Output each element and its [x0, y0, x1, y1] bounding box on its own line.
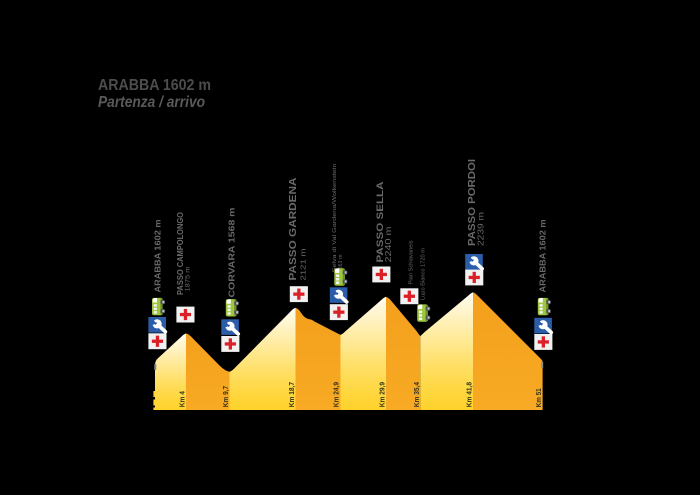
svg-text:Km 4: Km 4	[177, 391, 186, 407]
svg-text:Km 51: Km 51	[534, 388, 543, 407]
svg-text:2239 m: 2239 m	[477, 212, 486, 246]
svg-text:PASSO CAMPOLONGO: PASSO CAMPOLONGO	[176, 211, 185, 295]
svg-text:2121 m: 2121 m	[299, 249, 308, 281]
svg-text:Lupo Bianco 1720 m: Lupo Bianco 1720 m	[421, 248, 427, 300]
svg-text:ARABBA 1602 m: ARABBA 1602 m	[98, 77, 211, 94]
svg-text:CORVARA 1568 m: CORVARA 1568 m	[228, 208, 237, 298]
svg-text:Partenza / arrivo: Partenza / arrivo	[98, 94, 205, 111]
svg-text:ARABBA 1602 m: ARABBA 1602 m	[539, 220, 548, 293]
svg-text:ARABBA 1602 m: ARABBA 1602 m	[154, 220, 163, 293]
svg-text:1875 m: 1875 m	[185, 266, 192, 291]
svg-text:1563 m: 1563 m	[338, 254, 344, 272]
svg-text:Km 24,9: Km 24,9	[332, 382, 341, 407]
svg-text:Km 41,8: Km 41,8	[464, 382, 473, 407]
svg-text:Km 29,9: Km 29,9	[377, 382, 386, 407]
svg-text:Km 35,4: Km 35,4	[412, 382, 421, 407]
svg-text:Km 9,7: Km 9,7	[221, 386, 230, 408]
svg-text:2240 m: 2240 m	[384, 226, 393, 262]
svg-text:PASSO SELLA: PASSO SELLA	[374, 181, 385, 262]
svg-text:PASSO GARDENA: PASSO GARDENA	[288, 178, 299, 281]
svg-text:Km 18,7: Km 18,7	[287, 382, 296, 407]
svg-text:Pian Schiavaneis: Pian Schiavaneis	[409, 240, 415, 284]
svg-text:Selva di Val Gardena/Wolkenste: Selva di Val Gardena/Wolkenstein	[332, 164, 338, 273]
svg-text:PASSO PORDOI: PASSO PORDOI	[467, 159, 478, 246]
